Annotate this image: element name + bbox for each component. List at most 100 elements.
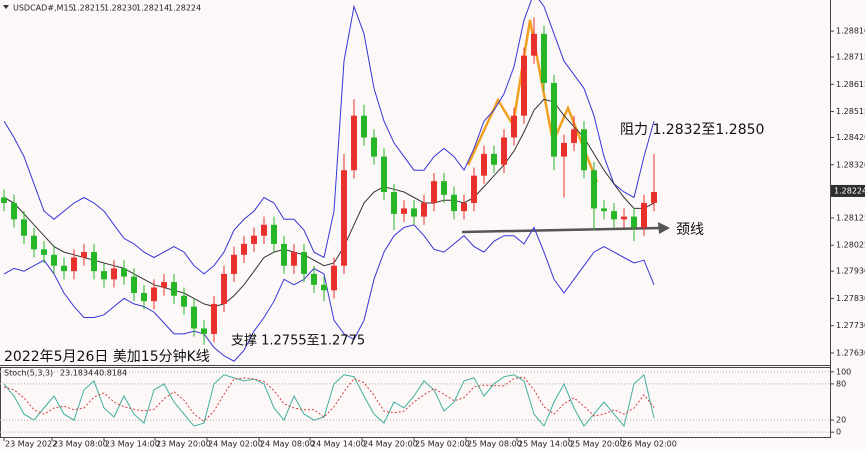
candle-body	[351, 115, 357, 171]
stoch-value: 40.8184	[94, 369, 127, 378]
candle-body	[601, 208, 607, 212]
neckline	[461, 226, 661, 234]
y-tick-label: 1.28025	[836, 241, 865, 250]
y-tick-label: 100	[836, 367, 851, 376]
candle-body	[621, 216, 627, 220]
y-tick-label: 1.27730	[836, 321, 865, 330]
y-tick-label: 1.28420	[836, 133, 865, 142]
candle-body	[221, 273, 227, 304]
y-tick-label: 1.28715	[836, 53, 865, 62]
candle-body	[511, 115, 517, 138]
y-tick-label: 1.27830	[836, 294, 865, 303]
stoch-title: Stoch(5,3,3)	[4, 369, 53, 378]
y-tick-label: 1.27930	[836, 267, 865, 276]
candle-body	[251, 235, 257, 244]
candle-body	[481, 153, 487, 176]
candle-body	[71, 257, 77, 272]
quote: 1.28215	[72, 4, 105, 13]
x-tick-label: 24 May 14:00	[311, 440, 366, 449]
candle-body	[141, 292, 147, 302]
quote: 1.28224	[168, 4, 201, 13]
candle-body	[491, 153, 497, 165]
y-tick-label: 20	[836, 416, 846, 425]
x-tick-label: 24 May 20:00	[363, 440, 418, 449]
x-tick-label: 25 May 14:00	[518, 440, 573, 449]
candle-body	[81, 252, 87, 258]
annotation: 颈线	[676, 222, 704, 238]
x-tick-label: 23 May 20:00	[156, 440, 211, 449]
candle-body	[311, 273, 317, 285]
candle-body	[521, 55, 527, 116]
candle-body	[331, 265, 337, 291]
x-tick-label: 23 May 2022	[5, 440, 57, 449]
candle-body	[501, 137, 507, 165]
candle-body	[301, 252, 307, 274]
candle-body	[241, 243, 247, 255]
quote: 1.28214	[136, 4, 169, 13]
candle-body	[41, 249, 47, 255]
candle-body	[581, 129, 587, 171]
candle-body	[391, 192, 397, 214]
x-tick-label: 25 May 20:00	[570, 440, 625, 449]
band-upper	[3, 0, 655, 275]
candle-body	[191, 306, 197, 329]
stoch-frame	[0, 367, 831, 438]
x-tick-label: 24 May 08:00	[260, 440, 315, 449]
band-lower	[3, 224, 655, 362]
symbol: USDCAD#,M15	[13, 4, 74, 13]
x-tick-label: 25 May 08:00	[467, 440, 522, 449]
annotation: 支撑 1.2755至1.2775	[231, 334, 365, 349]
y-tick-label: 1.28320	[836, 160, 865, 169]
candle-body	[401, 208, 407, 214]
price-marker-label: 1.28224	[834, 186, 865, 195]
candle-body	[411, 208, 417, 217]
candle-body	[101, 271, 107, 280]
candle-body	[261, 224, 267, 236]
candle-body	[651, 192, 657, 203]
x-tick-label: 25 May 02:00	[415, 440, 470, 449]
candle-body	[201, 328, 207, 334]
candle-body	[131, 276, 137, 293]
y-tick-label: 0	[836, 428, 841, 437]
neckline-arrow	[658, 222, 670, 234]
candle-body	[541, 33, 547, 83]
stoch-line	[3, 376, 655, 422]
candle-body	[1, 197, 7, 203]
y-tick-label: 1.28125	[836, 213, 865, 222]
candle-body	[421, 202, 427, 217]
y-tick-label: 1.28810	[836, 27, 865, 36]
candle-body	[461, 202, 467, 212]
candle-body	[231, 254, 237, 274]
candle-body	[561, 142, 567, 157]
candle-body	[151, 287, 157, 302]
candle-body	[381, 156, 387, 193]
candle-body	[211, 303, 217, 334]
annotation: 阻力 1.2832至1.2850	[620, 122, 764, 138]
menu-icon	[3, 5, 9, 9]
x-tick-label: 23 May 14:00	[105, 440, 160, 449]
candle-body	[11, 202, 17, 220]
y-tick-label: 80	[836, 379, 846, 388]
candle-body	[441, 181, 447, 195]
x-tick-label: 23 May 08:00	[53, 440, 108, 449]
candle-body	[51, 254, 57, 266]
candle-body	[61, 265, 67, 272]
candle-body	[91, 252, 97, 272]
candle-body	[161, 282, 167, 288]
candle-body	[531, 33, 537, 56]
candle-body	[291, 252, 297, 266]
y-tick-label: 1.28515	[836, 107, 865, 116]
candle-body	[591, 170, 597, 209]
candle-body	[451, 194, 457, 212]
candle-body	[471, 175, 477, 203]
y-tick-label: 1.28615	[836, 80, 865, 89]
x-tick-label: 24 May 02:00	[208, 440, 263, 449]
stoch-line	[3, 373, 655, 428]
candle-body	[641, 202, 647, 228]
annotation: 2022年5月26日 美加15分钟K线	[4, 348, 210, 365]
price-marker	[831, 184, 865, 197]
candle-body	[341, 170, 347, 266]
candle-body	[171, 282, 177, 296]
